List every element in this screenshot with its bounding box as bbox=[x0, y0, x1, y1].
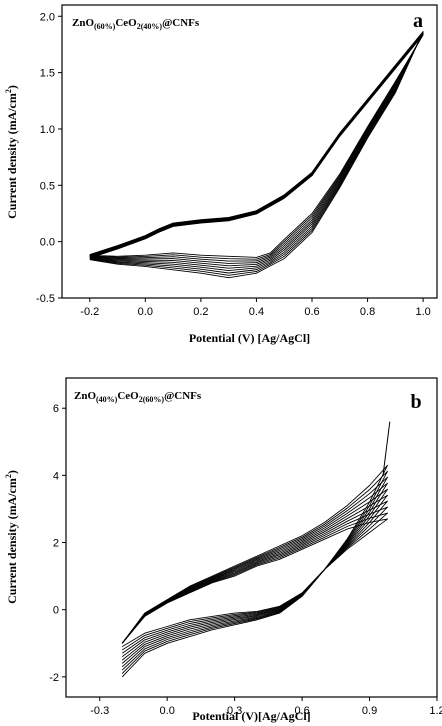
sample-label-subscript: (60%) bbox=[94, 22, 116, 31]
cv-cycle-line bbox=[89, 31, 424, 274]
y-tick-label: -2 bbox=[49, 672, 59, 684]
cv-cycle-line bbox=[89, 34, 424, 259]
cv-cycle-line bbox=[89, 33, 424, 264]
y-tick-label: 1.0 bbox=[40, 124, 55, 136]
x-tick-label: 0.4 bbox=[249, 306, 264, 318]
x-tick-label: 0.6 bbox=[294, 705, 309, 717]
cv-cycle-line bbox=[89, 31, 424, 279]
y-tick-label: 2.0 bbox=[40, 11, 55, 23]
x-tick-label: -0.2 bbox=[80, 306, 99, 318]
plot-frame bbox=[65, 377, 438, 698]
y-tick-label: 0.0 bbox=[40, 237, 55, 249]
cv-cycle-line bbox=[121, 488, 388, 664]
cv-cycle-line bbox=[121, 506, 388, 654]
chart-panel-a: -0.2 0.0 0.2 0.4 0.6 0.8 1.0 -0.5 0.0 0.5 1.0 1.5 2.… bbox=[4, 4, 438, 345]
cv-cycle-line bbox=[121, 512, 388, 651]
y-tick-label: -0.5 bbox=[36, 293, 55, 305]
y-axis-label-main: Current density (mA/cm bbox=[5, 478, 19, 604]
x-tick-label: 0.3 bbox=[227, 705, 242, 717]
y-axis-label-end: ) bbox=[5, 85, 19, 89]
cv-cycle-line bbox=[121, 482, 388, 668]
chart-panel-b: -0.3 0.0 0.3 0.6 0.9 1.2 -2 0 2 4 6 Potential (V)[A… bbox=[4, 377, 442, 723]
sample-label-text: CeO bbox=[117, 390, 139, 402]
y-axis-label-main: Current density (mA/cm bbox=[5, 93, 19, 219]
sample-label-text: ZnO bbox=[74, 390, 96, 402]
x-tick-label: -0.3 bbox=[90, 705, 109, 717]
sample-label-subscript: (40%) bbox=[96, 395, 118, 404]
panel-letter: b bbox=[410, 391, 421, 413]
sample-label-text: @CNFs bbox=[164, 390, 202, 402]
x-axis-label: Potential (V)[Ag/AgCl] bbox=[192, 709, 310, 723]
x-tick-label: 0.6 bbox=[304, 306, 319, 318]
x-tick-label: 0.8 bbox=[360, 306, 375, 318]
y-tick-label: 1.5 bbox=[40, 68, 55, 80]
cv-cycle-line bbox=[89, 34, 424, 260]
y-tick-label: 2 bbox=[53, 538, 59, 550]
y-tick-label: 4 bbox=[53, 470, 59, 482]
x-tick-label: 1.0 bbox=[415, 306, 430, 318]
cv-cycle-line bbox=[121, 464, 388, 678]
sample-label-text: ZnO bbox=[72, 17, 94, 29]
cv-cycle-line bbox=[89, 32, 424, 267]
cv-cycle-line bbox=[121, 470, 388, 674]
y-tick-label: 0 bbox=[53, 605, 59, 617]
cv-cycle-line bbox=[89, 32, 424, 269]
plot-frame bbox=[61, 4, 438, 299]
sample-label: ZnO(40%)CeO2(60%)@CNFs bbox=[74, 390, 202, 404]
x-axis-label: Potential (V) [Ag/AgCl] bbox=[189, 331, 310, 345]
panel-letter: a bbox=[413, 10, 423, 32]
x-tick-label: 1.2 bbox=[429, 705, 442, 717]
sample-label: ZnO(60%)CeO2(40%)@CNFs bbox=[72, 17, 200, 31]
y-axis-label-end: ) bbox=[5, 470, 19, 474]
cv-cycle-line bbox=[121, 518, 388, 647]
sample-label-text: @CNFs bbox=[162, 17, 200, 29]
y-axis-label-sup: 2 bbox=[4, 474, 13, 478]
sample-label-text: CeO bbox=[115, 17, 137, 29]
y-axis-label: Current density (mA/cm2) bbox=[4, 85, 19, 219]
y-tick-label: 6 bbox=[53, 403, 59, 415]
cv-cycle-line bbox=[89, 32, 424, 272]
x-tick-label: 0.2 bbox=[193, 306, 208, 318]
x-tick-label: 0.0 bbox=[160, 705, 175, 717]
y-axis-label: Current density (mA/cm2) bbox=[4, 470, 19, 604]
cv-spike-line bbox=[382, 421, 391, 476]
y-axis-label-sup: 2 bbox=[4, 89, 13, 93]
cv-cycle-line bbox=[121, 494, 388, 661]
sample-label-subscript: 2(60%) bbox=[139, 395, 165, 404]
cv-cycle-line bbox=[89, 33, 424, 262]
cv-cycle-line bbox=[121, 500, 388, 658]
x-tick-label: 0.9 bbox=[362, 705, 377, 717]
y-tick-label: 0.5 bbox=[40, 180, 55, 192]
cv-cycle-line bbox=[121, 476, 388, 671]
sample-label-subscript: 2(40%) bbox=[137, 22, 163, 31]
x-tick-label: 0.0 bbox=[138, 306, 153, 318]
